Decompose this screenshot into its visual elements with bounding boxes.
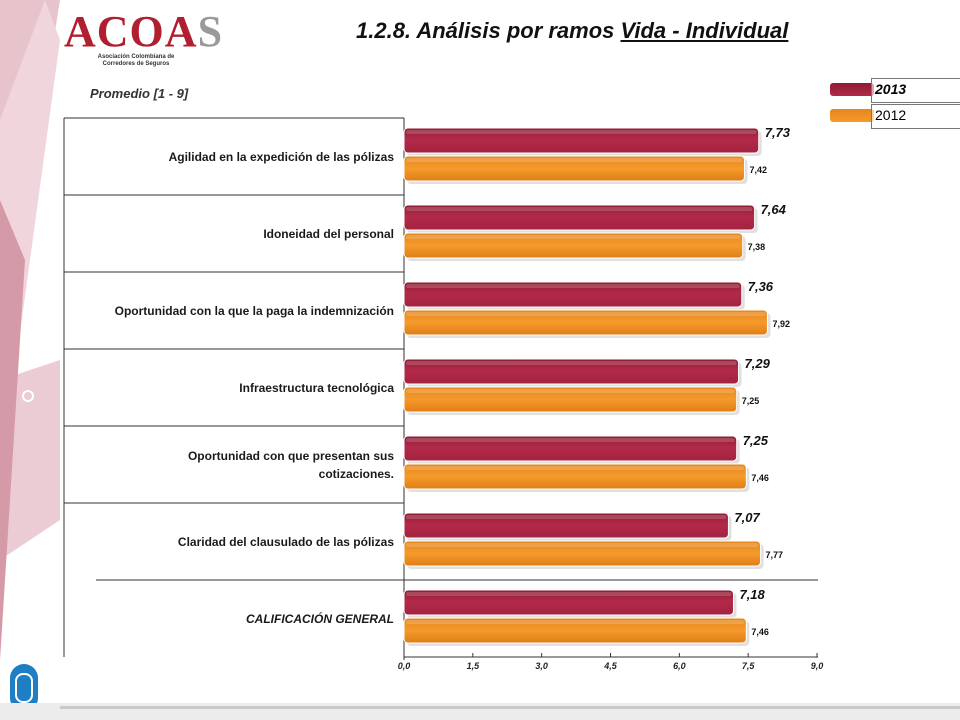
data-label-2013: 7,29	[745, 356, 771, 371]
bar-2012	[403, 155, 745, 182]
data-label-2013: 7,07	[734, 510, 760, 525]
category-label: Claridad del clausulado de las pólizas	[177, 534, 394, 549]
data-label-2012: 7,38	[748, 242, 766, 252]
bar-2012	[403, 386, 738, 413]
category-label: Oportunidad con la que la paga la indemn…	[114, 303, 394, 318]
data-label-2013: 7,36	[748, 279, 774, 294]
data-label-2013: 7,18	[739, 587, 765, 602]
data-label-2013: 7,73	[765, 125, 791, 140]
bar-2013	[403, 589, 734, 616]
data-label-2012: 7,46	[751, 627, 769, 637]
legend-swatch-2013	[830, 83, 874, 96]
bar-2012	[403, 463, 747, 490]
bar-highlight	[406, 438, 735, 442]
footer-line	[60, 706, 960, 709]
bar-2012	[403, 617, 747, 644]
x-tick-label: 3,0	[535, 661, 548, 671]
decorative-background	[0, 0, 60, 720]
bar-highlight	[406, 284, 740, 288]
bar-highlight	[406, 466, 745, 470]
bar-highlight	[406, 207, 753, 211]
x-tick-label: 1,5	[467, 661, 481, 671]
title-prefix: 1.2.8. Análisis por ramos	[356, 18, 621, 43]
bar-2012	[403, 309, 768, 336]
data-label-2012: 7,46	[751, 473, 769, 483]
bar-2013	[403, 358, 740, 385]
bar-highlight	[406, 389, 735, 393]
bar-2013	[403, 281, 743, 308]
bar-highlight	[406, 312, 766, 316]
data-label-2013: 7,64	[761, 202, 787, 217]
bar-highlight	[406, 543, 759, 547]
data-label-2013: 7,25	[743, 433, 769, 448]
bar-2013	[403, 127, 760, 154]
legend-label-2013: 2013	[871, 78, 960, 103]
data-label-2012: 7,92	[772, 319, 790, 329]
x-tick-label: 9,0	[811, 661, 824, 671]
chart-legend: 2013 2012	[830, 78, 960, 130]
title-underlined: Vida - Individual	[620, 18, 789, 43]
x-tick-label: 4,5	[603, 661, 618, 671]
bar-highlight	[406, 235, 741, 239]
data-label-2012: 7,77	[766, 550, 784, 560]
x-tick-label: 7,5	[742, 661, 756, 671]
bar-2013	[403, 512, 729, 539]
bar-highlight	[406, 158, 743, 162]
bar-highlight	[406, 515, 727, 519]
data-label-2012: 7,25	[742, 396, 760, 406]
bar-highlight	[406, 620, 745, 624]
category-label: Idoneidad del personal	[263, 226, 394, 241]
x-tick-label: 0,0	[398, 661, 411, 671]
bar-highlight	[406, 592, 732, 596]
page-title: 1.2.8. Análisis por ramos Vida - Individ…	[356, 18, 788, 44]
legend-label-2012: 2012	[871, 104, 960, 129]
bar-2012	[403, 232, 744, 259]
legend-item-2013: 2013	[830, 78, 960, 104]
bar-2013	[403, 204, 756, 231]
logo-subtitle: Asociación Colombiana de Corredores de S…	[97, 54, 175, 67]
acoas-logo: ACOAS Asociación Colombiana de Corredore…	[64, 8, 222, 70]
legend-item-2012: 2012	[830, 104, 960, 130]
legend-swatch-2012	[830, 109, 874, 122]
bar-highlight	[406, 130, 757, 134]
category-label: Agilidad en la expedición de las pólizas	[168, 149, 394, 164]
category-label: Oportunidad con que presentan sus cotiza…	[187, 448, 394, 481]
bar-2013	[403, 435, 738, 462]
bar-2012	[403, 540, 762, 567]
data-label-2012: 7,42	[749, 165, 767, 175]
bar-highlight	[406, 361, 737, 365]
x-tick-label: 6,0	[673, 661, 686, 671]
category-label: Infraestructura tecnológica	[239, 380, 394, 395]
logo-wordmark: ACOAS	[64, 7, 224, 56]
category-label: CALIFICACIÓN GENERAL	[246, 611, 394, 626]
chart-subtitle: Promedio [1 - 9]	[90, 86, 189, 101]
